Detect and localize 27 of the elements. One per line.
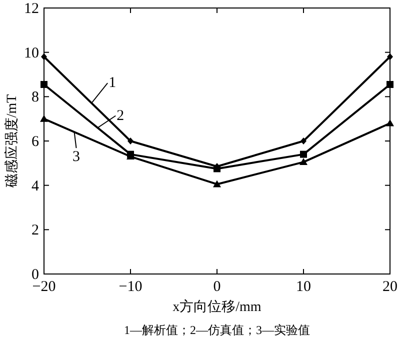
point: [300, 150, 307, 158]
y-axis-title: 磁感应强度/mT: [4, 94, 20, 189]
legend-label: 1: [108, 75, 116, 92]
point: [386, 80, 394, 88]
y-tick-label: 2: [32, 222, 39, 239]
legend-label: 2: [116, 108, 124, 124]
y-tick-label: 4: [32, 178, 40, 194]
x-tick-label: 20: [382, 279, 398, 295]
point: [300, 138, 306, 144]
point: [213, 180, 221, 188]
x-axis-title: x方向位移/mm: [172, 299, 262, 315]
x-tick-label: 10: [296, 279, 311, 295]
point: [40, 80, 48, 88]
point: [300, 158, 308, 166]
point: [41, 53, 47, 60]
point: [386, 119, 394, 126]
y-tick-label: 8: [32, 90, 39, 106]
y-tick-label: 10: [24, 45, 39, 62]
text: 1—解析值；2—仿真值；3—实验值: [124, 323, 310, 337]
series-label: 3: [72, 149, 80, 166]
point: [387, 53, 393, 60]
point: [40, 114, 48, 122]
x-tick-label: 0: [213, 279, 221, 295]
x-tick-label: −10: [118, 279, 142, 295]
y-tick-label: 6: [32, 134, 40, 150]
y-tick-label: 12: [24, 1, 39, 17]
point: [128, 138, 134, 144]
